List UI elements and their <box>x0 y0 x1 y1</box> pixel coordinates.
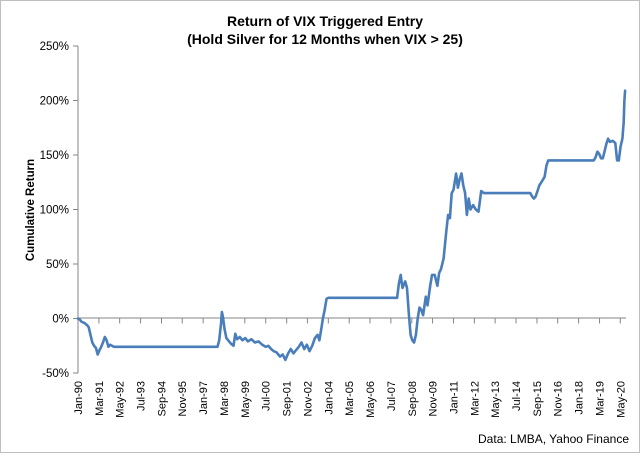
y-tick-label: 250% <box>40 41 69 53</box>
x-tick-label: Nov-95 <box>177 381 189 416</box>
x-tick-label: Jul-14 <box>511 381 523 411</box>
x-tick-label: May-92 <box>115 381 127 418</box>
y-tick-label: -50% <box>42 368 69 380</box>
x-tick-label: May-06 <box>365 381 377 418</box>
y-tick-label: 100% <box>40 205 69 217</box>
data-source-note: Data: LMBA, Yahoo Finance <box>478 432 629 446</box>
y-tick-label: 200% <box>40 96 69 108</box>
x-tick-label: Mar-12 <box>469 381 481 416</box>
y-axis-ticks: -50% 0% 50% 100% 150% 200% 250% <box>40 41 78 380</box>
x-tick-label: Jan-18 <box>574 381 586 415</box>
y-tick-label: 0% <box>52 314 69 326</box>
x-tick-label: Jul-07 <box>386 381 398 411</box>
x-tick-label: Mar-98 <box>219 381 231 416</box>
x-tick-label: Sep-08 <box>407 381 419 416</box>
x-tick-label: Jan-97 <box>198 381 210 415</box>
x-tick-label: Nov-16 <box>553 381 565 416</box>
x-tick-label: Jan-04 <box>323 381 335 415</box>
x-tick-label: Sep-15 <box>532 381 544 416</box>
x-tick-label: Jan-11 <box>448 381 460 414</box>
x-tick-label: May-20 <box>615 381 627 418</box>
y-tick-label: 50% <box>46 259 69 271</box>
y-tick-label: 150% <box>40 150 69 162</box>
x-tick-label: Jan-90 <box>73 381 85 415</box>
series-line-0 <box>76 89 627 362</box>
x-tick-label: Sep-01 <box>282 381 294 416</box>
series-layer <box>76 89 627 362</box>
x-tick-label: May-99 <box>240 381 252 418</box>
y-axis-label: Cumulative Return <box>25 159 37 261</box>
x-tick-label: Jul-93 <box>136 381 148 411</box>
x-tick-label: May-13 <box>490 381 502 418</box>
x-axis-ticks: Jan-90 Mar-91 May-92 Jul-93 Sep-94 Nov-95 Jan-… <box>73 318 627 418</box>
x-tick-label: Nov-09 <box>428 381 440 416</box>
chart-title-line1: Return of VIX Triggered Entry <box>227 13 423 29</box>
x-tick-label: Mar-91 <box>94 381 106 416</box>
x-tick-label: Mar-05 <box>344 381 356 416</box>
x-tick-label: Mar-19 <box>595 381 607 416</box>
x-tick-label: Sep-94 <box>156 381 168 416</box>
x-tick-label: Jul-00 <box>261 381 273 411</box>
x-tick-label: Nov-02 <box>302 381 314 416</box>
chart-title-line2: (Hold Silver for 12 Months when VIX > 25… <box>187 31 463 47</box>
